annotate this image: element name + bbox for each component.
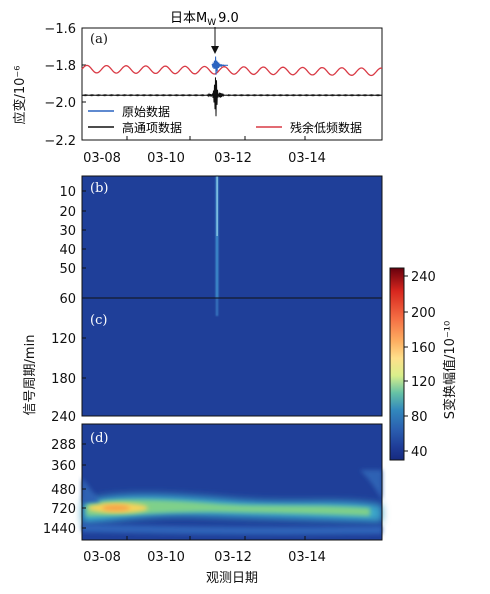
heatmap-d-bg	[82, 424, 382, 540]
x-tick-d-3: 03-14	[288, 550, 326, 565]
y-tick-b-1: 20	[59, 205, 76, 220]
x-tick-a-3: 03-14	[288, 151, 326, 166]
y-tick-d-3: 720	[51, 502, 76, 517]
panel-a-tag: (a)	[90, 32, 108, 47]
x-axis-label: 观测日期	[206, 571, 258, 586]
legend-a: 原始数据 高通项数据 残余低频数据	[88, 104, 362, 135]
colorbar-tick-2: 160	[411, 341, 436, 356]
y-tick-b-3: 40	[59, 243, 76, 258]
series-line-highpass	[81, 77, 383, 117]
legend-label-lowfreq: 残余低频数据	[290, 120, 362, 135]
y-tick-d-2: 480	[51, 483, 76, 498]
x-tick-d-1: 03-10	[147, 550, 185, 565]
heatmap-c-bg	[82, 298, 382, 416]
colorbar-gradient	[389, 267, 405, 461]
colorbar-tick-4: 80	[411, 410, 428, 425]
x-tick-d-2: 03-12	[214, 550, 252, 565]
y-tick-a-0: −1.6	[44, 22, 76, 37]
y-tick-b-2: 30	[59, 224, 76, 239]
y-tick-b-0: 10	[59, 185, 76, 200]
panel-b: (b) 10 20 30 40 50 60	[59, 175, 383, 307]
panel-d: (d) 288 360 480 720 1440 03-08 03-10 03-…	[43, 423, 383, 565]
colorbar-tick-5: 40	[411, 445, 428, 460]
legend-label-highpass: 高通项数据	[122, 120, 182, 135]
x-tick-a-0: 03-08	[83, 151, 121, 166]
hotspot-orange	[102, 505, 130, 511]
panel-c-frame	[81, 297, 383, 417]
colorbar-tick-0: 240	[411, 270, 436, 285]
panel-d-frame	[81, 423, 383, 541]
series-group-a	[81, 56, 383, 117]
panel-a-frame	[81, 27, 383, 141]
heatmap-d-bands	[82, 470, 382, 535]
x-tick-a-2: 03-12	[214, 151, 252, 166]
series-line-raw	[211, 56, 229, 75]
edge-artifact-left	[82, 478, 100, 502]
y-tick-a-1: −1.8	[44, 59, 76, 74]
colorbar-tick-3: 120	[411, 375, 436, 390]
event-stripe-core-b	[216, 176, 218, 236]
y-tick-d-4: 1440	[43, 522, 76, 537]
y-tick-d-1: 360	[51, 459, 76, 474]
panel-a: (a) −1.6 −1.8 −2.0 −2.2 应变/10⁻⁶ 03-08 03…	[12, 11, 383, 166]
colorbar: 240 200 160 120 80 40 S变换幅值/10⁻¹⁰	[389, 267, 458, 461]
y-tick-c-0: 120	[51, 332, 76, 347]
x-tick-d-0: 03-08	[83, 550, 121, 565]
event-stripe-c	[215, 298, 219, 316]
event-stripe-b	[215, 176, 219, 298]
y-tick-a-3: −2.2	[44, 134, 76, 149]
panel-d-tag: (d)	[90, 431, 108, 446]
y-tick-a-2: −2.0	[44, 96, 76, 111]
y-tick-c-1: 180	[51, 372, 76, 387]
y-tick-b-5: 60	[59, 292, 76, 307]
shared-y-axis-label: 信号周期/min	[23, 335, 38, 416]
y-tick-d-0: 288	[51, 438, 76, 453]
event-annotation: 日本MW 9.0	[170, 11, 239, 28]
band-1440	[82, 524, 382, 535]
edge-artifact-right	[360, 470, 382, 500]
x-tick-a-1: 03-10	[147, 151, 185, 166]
band-720-mid	[86, 499, 370, 516]
heatmap-b-bg	[82, 176, 382, 298]
series-line-lowfreq	[81, 64, 383, 77]
panel-c: (c) 120 180 240	[51, 297, 383, 425]
panel-b-tag: (b)	[90, 181, 108, 196]
y-tick-b-4: 50	[59, 262, 76, 277]
y-tick-c-2: 240	[51, 410, 76, 425]
legend-label-raw: 原始数据	[122, 104, 170, 119]
colorbar-label: S变换幅值/10⁻¹⁰	[442, 321, 458, 419]
y-axis-label-a: 应变/10⁻⁶	[12, 66, 28, 125]
event-arrow-head	[211, 46, 219, 54]
colorbar-tick-1: 200	[411, 306, 436, 321]
panel-c-tag: (c)	[90, 313, 107, 328]
